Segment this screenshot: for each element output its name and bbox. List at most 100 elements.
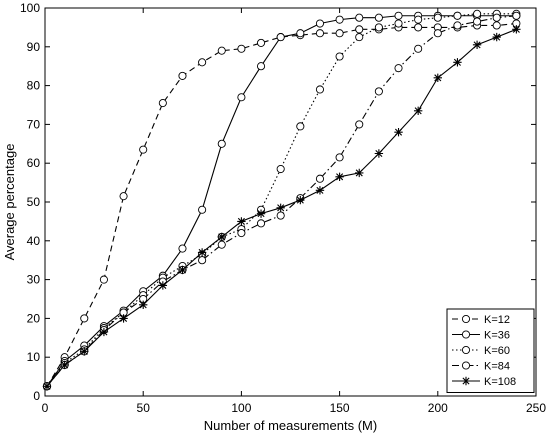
data-point [355,13,364,22]
data-point [198,205,207,214]
y-tick-label: 30 [27,273,41,287]
data-point [335,153,344,162]
data-point [315,174,325,183]
data-point [374,149,384,158]
data-point [374,13,383,22]
y-tick-label: 40 [27,234,41,248]
data-point [99,275,108,284]
y-tick-label: 100 [20,1,40,15]
data-point [178,265,187,275]
data-point [335,52,344,61]
data-point [237,228,246,238]
data-point [60,360,69,370]
data-point [512,11,521,20]
data-point [217,139,226,148]
y-tick-label: 50 [27,195,41,209]
data-point [276,203,285,213]
data-point [414,44,423,53]
data-point [296,122,305,131]
data-point [256,38,266,47]
data-point [433,73,442,83]
legend-marker [461,361,471,370]
x-axis-label: Number of measurements (M) [204,418,377,433]
data-point [158,281,168,290]
data-point [119,314,128,323]
data-point [374,23,383,32]
legend-item: K=12 [452,314,510,326]
data-point [178,244,187,253]
data-point [198,58,207,67]
y-tick-label: 60 [27,156,41,170]
data-point [473,17,482,26]
data-point [355,120,364,129]
legend: K=12 K=36 K=60 K=84 K=108 [446,308,535,393]
data-point [80,314,89,323]
legend-item: K=84 [452,361,510,373]
data-point [473,9,482,18]
data-point [42,382,52,391]
data-point [256,209,266,218]
data-point [492,13,501,22]
data-point [453,11,462,20]
data-point [217,232,226,242]
data-point [453,21,462,30]
x-tick-label: 250 [526,401,546,415]
y-tick-label: 80 [27,79,41,93]
data-point [139,300,148,310]
data-point [158,99,167,108]
data-point [276,211,285,220]
data-point [119,192,128,201]
legend-marker [461,314,471,324]
data-point [394,11,403,20]
data-point [256,219,266,228]
data-point [276,33,285,42]
y-axis-label: Average percentage [2,144,17,261]
data-point [99,327,109,337]
x-tick-label: 0 [42,401,49,415]
data-point [256,62,266,71]
data-point [394,64,403,73]
data-point [315,29,325,38]
x-tick-label: 50 [137,401,151,415]
data-point [413,106,423,116]
data-point [315,19,325,28]
y-tick-label: 10 [27,350,41,364]
legend-label: K=12 [484,314,510,326]
legend-marker [461,330,471,339]
series-k-108 [42,25,521,391]
legend-label: K=84 [484,361,510,373]
data-point [374,87,383,96]
data-point [433,29,442,38]
data-point [178,71,187,80]
data-point [355,25,364,34]
data-point [335,29,344,38]
data-point [512,25,521,34]
data-point [355,168,364,178]
data-point [315,186,325,195]
y-tick-label: 70 [27,117,41,131]
legend-box [446,308,535,393]
y-tick-label: 90 [27,40,41,54]
legend-marker [461,376,471,386]
data-point [335,172,344,181]
series-line [46,13,517,387]
data-point [296,29,305,38]
y-tick-label: 20 [27,311,41,325]
x-tick-label: 200 [428,401,448,415]
data-point [433,13,442,22]
legend-label: K=36 [484,330,510,342]
data-point [139,145,148,154]
data-point [276,164,285,174]
x-tick-label: 150 [330,401,350,415]
legend-item: K=60 [452,345,510,357]
data-point [315,85,325,94]
data-point [217,240,226,249]
series-line [46,22,517,387]
series-lines [42,9,521,391]
data-point [492,32,501,42]
data-point [453,58,462,67]
data-point [414,23,423,32]
y-tick-label: 0 [33,389,40,403]
legend-label: K=60 [484,345,510,357]
